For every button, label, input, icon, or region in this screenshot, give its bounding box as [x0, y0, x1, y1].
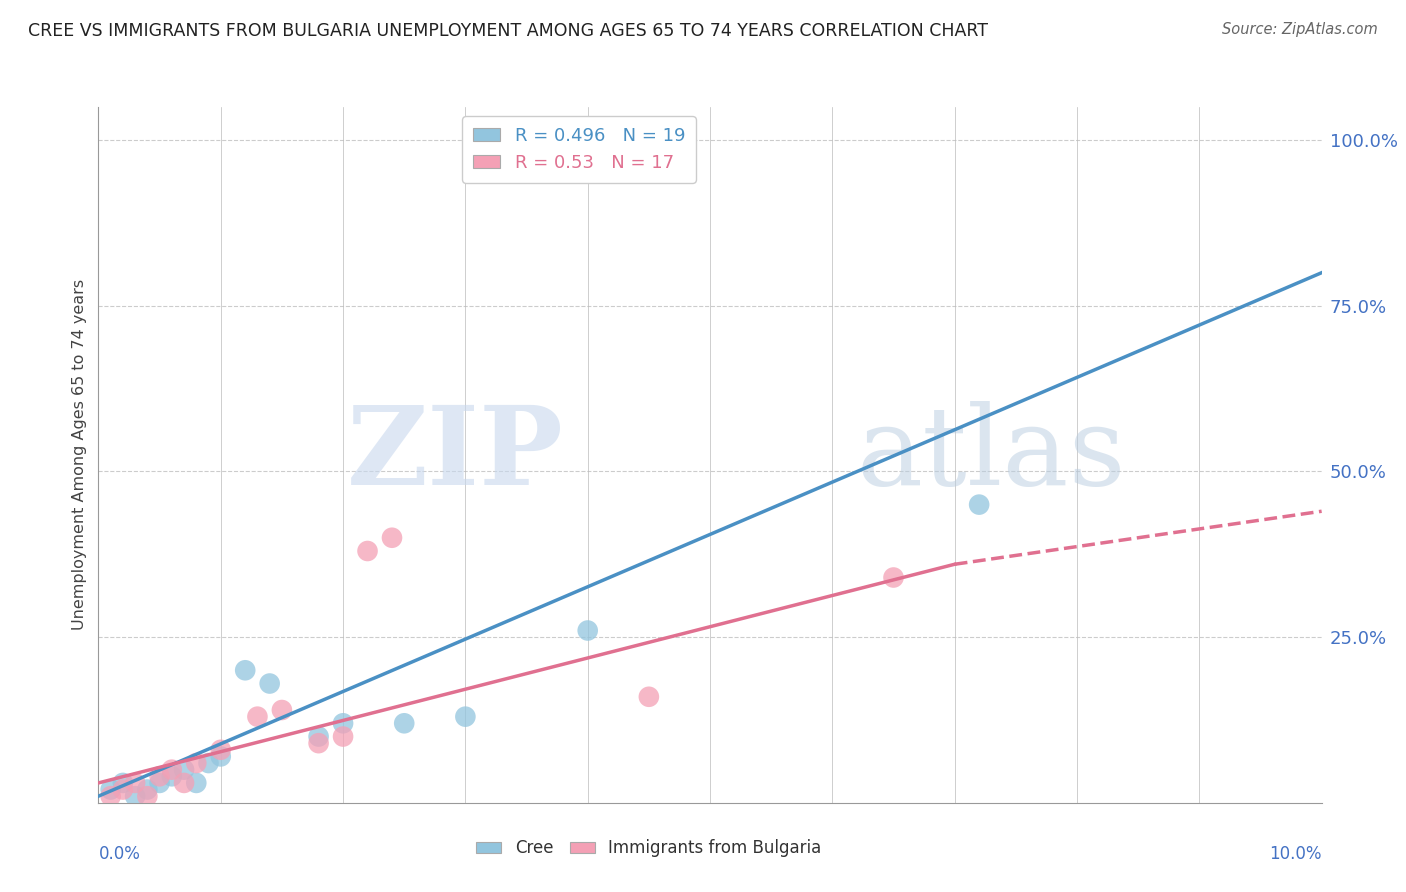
- Text: atlas: atlas: [856, 401, 1126, 508]
- Point: [197, 756, 219, 770]
- Point: [160, 763, 183, 777]
- Point: [136, 789, 159, 804]
- Point: [209, 743, 232, 757]
- Point: [553, 140, 575, 154]
- Point: [209, 749, 232, 764]
- Point: [160, 769, 183, 783]
- Y-axis label: Unemployment Among Ages 65 to 74 years: Unemployment Among Ages 65 to 74 years: [72, 279, 87, 631]
- Point: [246, 709, 269, 723]
- Point: [149, 769, 172, 783]
- Point: [967, 498, 990, 512]
- Point: [124, 776, 146, 790]
- Text: 10.0%: 10.0%: [1270, 845, 1322, 863]
- Text: ZIP: ZIP: [346, 401, 564, 508]
- Point: [186, 776, 208, 790]
- Point: [308, 736, 330, 750]
- Point: [124, 789, 146, 804]
- Point: [173, 763, 195, 777]
- Point: [111, 776, 134, 790]
- Point: [527, 140, 550, 154]
- Point: [259, 676, 281, 690]
- Point: [883, 570, 905, 584]
- Point: [332, 716, 354, 731]
- Point: [100, 789, 122, 804]
- Point: [233, 663, 256, 677]
- Point: [576, 624, 599, 638]
- Legend: Cree, Immigrants from Bulgaria: Cree, Immigrants from Bulgaria: [470, 833, 828, 864]
- Point: [270, 703, 292, 717]
- Text: Source: ZipAtlas.com: Source: ZipAtlas.com: [1222, 22, 1378, 37]
- Point: [173, 776, 195, 790]
- Point: [637, 690, 661, 704]
- Point: [100, 782, 122, 797]
- Point: [454, 709, 477, 723]
- Point: [186, 756, 208, 770]
- Point: [356, 544, 378, 558]
- Point: [111, 782, 134, 797]
- Text: CREE VS IMMIGRANTS FROM BULGARIA UNEMPLOYMENT AMONG AGES 65 TO 74 YEARS CORRELAT: CREE VS IMMIGRANTS FROM BULGARIA UNEMPLO…: [28, 22, 988, 40]
- Point: [332, 730, 354, 744]
- Point: [149, 776, 172, 790]
- Point: [136, 782, 159, 797]
- Point: [381, 531, 404, 545]
- Text: 0.0%: 0.0%: [98, 845, 141, 863]
- Point: [392, 716, 416, 731]
- Point: [308, 730, 330, 744]
